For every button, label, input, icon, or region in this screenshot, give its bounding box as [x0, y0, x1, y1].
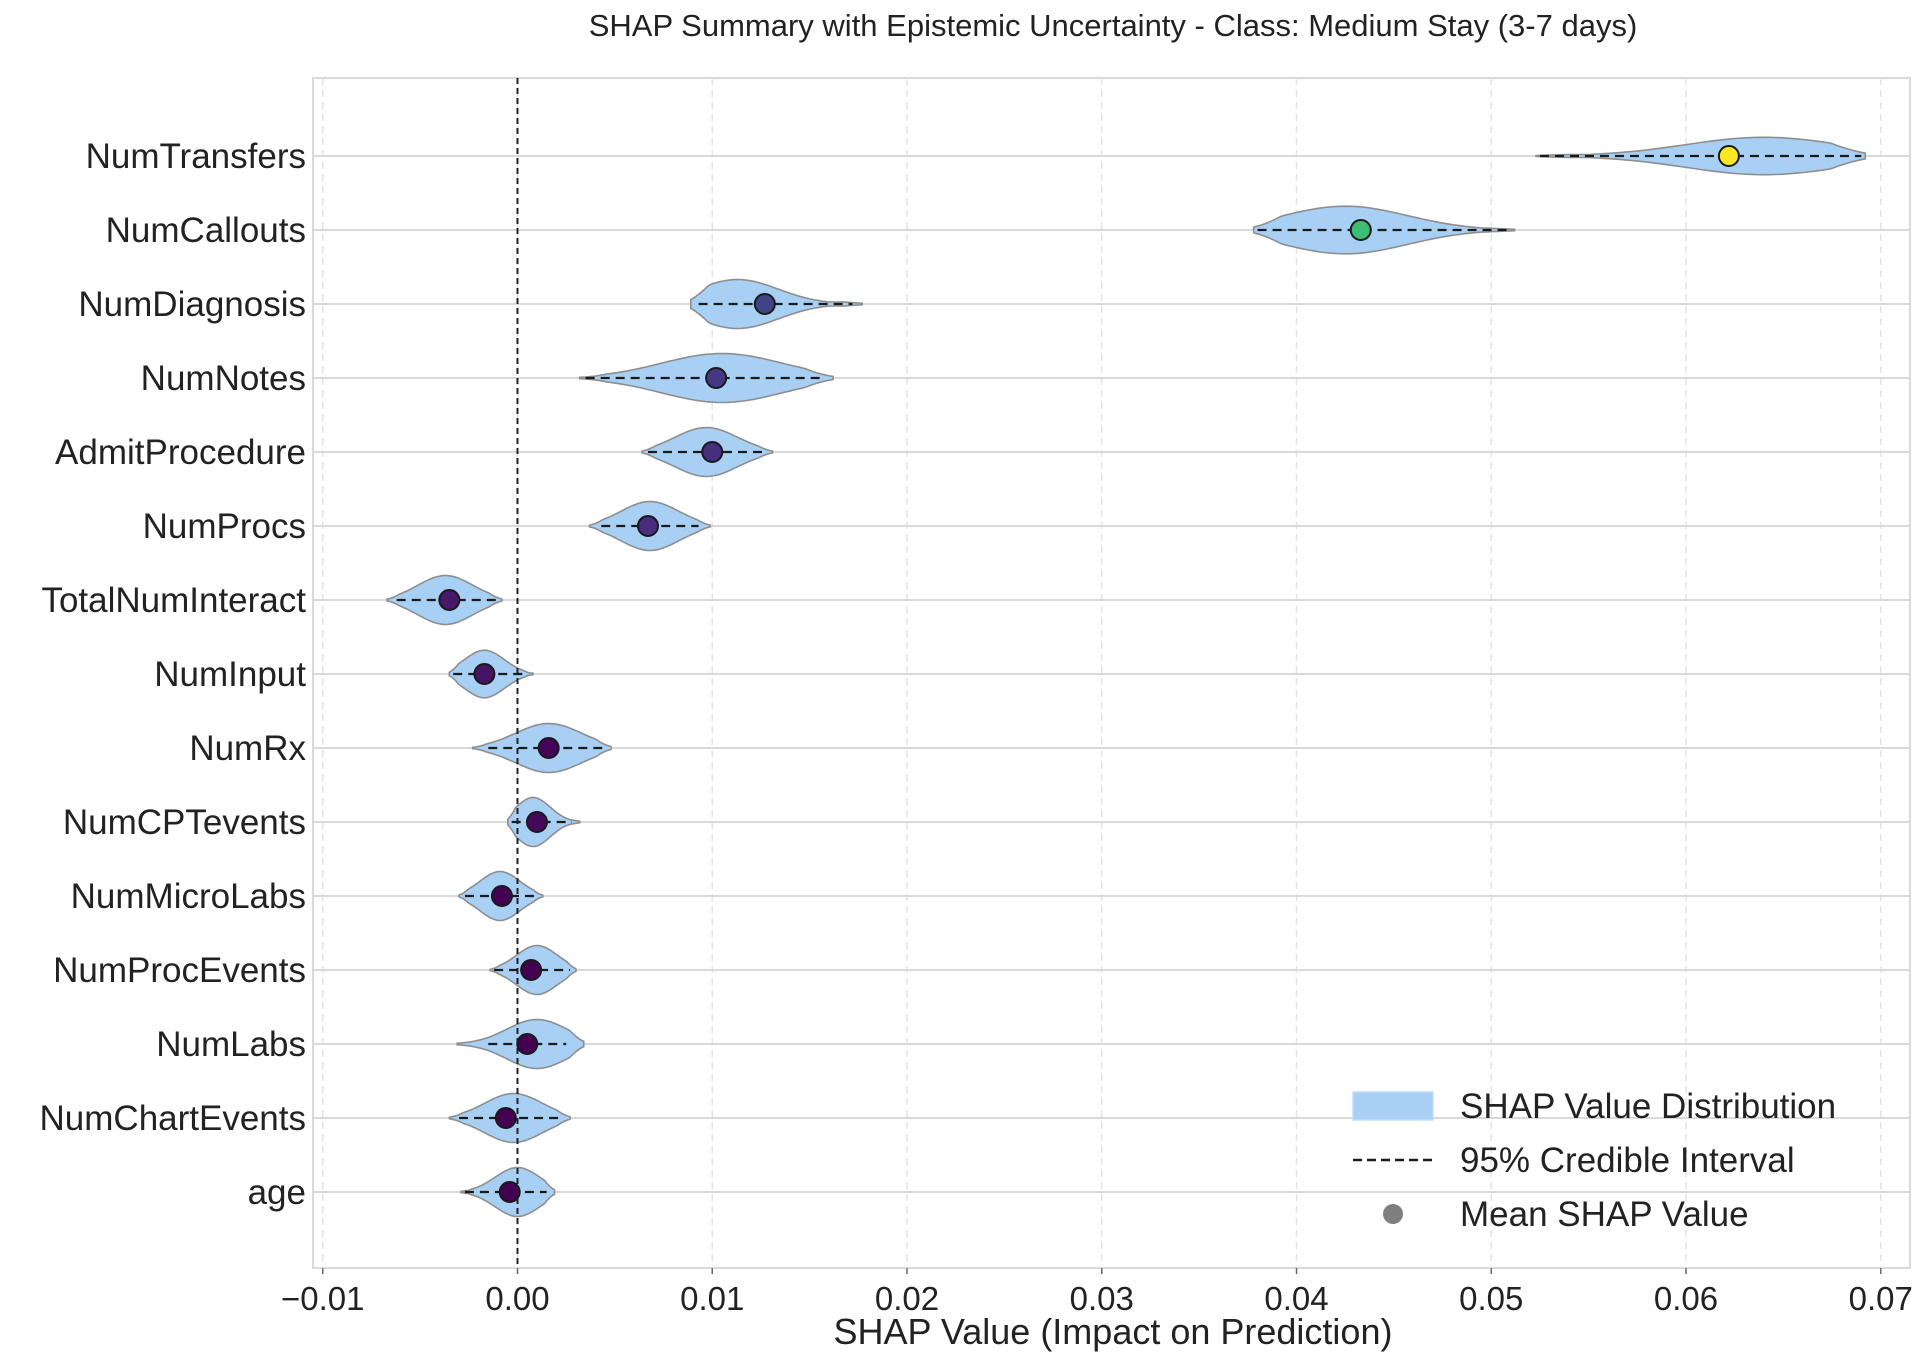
violin-layer — [386, 78, 1866, 1268]
y-tick-label: NumProcEvents — [53, 951, 306, 990]
mean-marker — [525, 811, 548, 833]
mean-marker — [636, 515, 659, 537]
x-axis-label: SHAP Value (Impact on Prediction) — [834, 1311, 1393, 1352]
mean-marker — [516, 1033, 539, 1055]
x-tick-label: 0.00 — [485, 1280, 549, 1317]
legend-marker-swatch — [1383, 1204, 1403, 1224]
mean-marker — [1717, 145, 1740, 167]
x-tick-label: 0.06 — [1654, 1280, 1718, 1317]
y-tick-label: NumTransfers — [86, 137, 306, 176]
mean-marker — [473, 663, 496, 685]
legend-patch-swatch — [1352, 1091, 1434, 1121]
x-tick-label: 0.05 — [1459, 1280, 1523, 1317]
x-tick-label: 0.07 — [1849, 1280, 1913, 1317]
y-tick-label: TotalNumInteract — [41, 581, 306, 620]
y-tick-label: NumLabs — [156, 1025, 306, 1064]
legend-label: SHAP Value Distribution — [1460, 1087, 1836, 1126]
legend-label: 95% Credible Interval — [1460, 1141, 1795, 1180]
mean-marker — [490, 885, 513, 907]
mean-marker — [753, 293, 776, 315]
y-tick-label: NumMicroLabs — [71, 877, 306, 916]
mean-marker — [701, 441, 724, 463]
feature-violin-group — [1535, 136, 1866, 176]
mean-marker — [494, 1107, 517, 1129]
x-tick-label: 0.04 — [1264, 1280, 1328, 1317]
y-tick-label: NumInput — [154, 655, 306, 694]
mean-marker — [498, 1181, 521, 1203]
x-tick-label: −0.01 — [281, 1280, 365, 1317]
legend-label: Mean SHAP Value — [1460, 1195, 1749, 1234]
y-tick-label: NumRx — [189, 729, 306, 768]
legend: SHAP Value Distribution 95% Credible Inte… — [1352, 1087, 1836, 1234]
mean-marker — [1349, 219, 1372, 241]
mean-marker — [705, 367, 728, 389]
y-tick-label: NumChartEvents — [40, 1099, 306, 1138]
axis-layer: −0.01 0.00 0.01 0.02 0.03 0.04 0.05 0.06 0.07 Num… — [40, 137, 1913, 1317]
y-tick-label: NumNotes — [141, 359, 306, 398]
y-tick-label: age — [248, 1173, 306, 1212]
chart-title: SHAP Summary with Epistemic Uncertainty … — [589, 8, 1638, 43]
y-tick-label: NumCallouts — [106, 211, 306, 250]
violin-shape — [1535, 136, 1866, 176]
feature-violin-group — [1252, 205, 1516, 255]
x-tick-label: 0.01 — [680, 1280, 744, 1317]
y-tick-label: NumDiagnosis — [78, 285, 306, 324]
y-tick-label: AdmitProcedure — [55, 433, 306, 472]
mean-marker — [520, 959, 543, 981]
y-tick-label: NumCPTevents — [63, 803, 306, 842]
x-tick-label: 0.02 — [875, 1280, 939, 1317]
mean-marker — [438, 589, 461, 611]
mean-marker — [537, 737, 560, 759]
y-tick-label: NumProcs — [143, 507, 306, 546]
x-tick-label: 0.03 — [1070, 1280, 1134, 1317]
